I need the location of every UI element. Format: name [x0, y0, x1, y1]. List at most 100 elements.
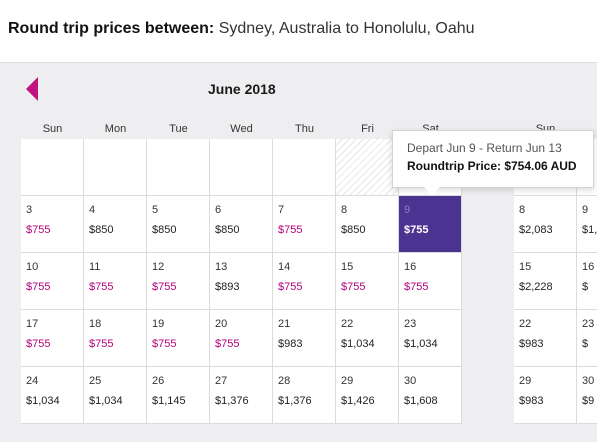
day-number: 23	[404, 318, 417, 330]
day-price: $983	[519, 395, 544, 407]
tooltip-tail	[424, 187, 440, 195]
empty-day-cell	[147, 139, 210, 196]
weekday-tue: Tue	[169, 123, 188, 135]
day-number: 19	[152, 318, 165, 330]
day-number: 17	[26, 318, 39, 330]
day-price: $755	[404, 281, 429, 293]
price-calendar: June 2018 3 $755 4 $850 5 $850 6 $850 7 $755 8 $850…	[0, 62, 597, 442]
day-price: $1,376	[215, 395, 249, 407]
day-number: 20	[215, 318, 228, 330]
day-number: 27	[215, 375, 228, 387]
day-cell[interactable]: 21 $983	[273, 310, 336, 367]
day-price: $755	[89, 338, 114, 350]
day-cell[interactable]: 15 $2,228	[514, 253, 577, 310]
day-price: $1,426	[341, 395, 375, 407]
day-number: 4	[89, 204, 96, 216]
day-cell[interactable]: 19 $755	[147, 310, 210, 367]
day-number: 22	[519, 318, 532, 330]
day-number: 16	[582, 261, 595, 273]
day-cell[interactable]: 5 $850	[147, 196, 210, 253]
day-number: 3	[26, 204, 33, 216]
empty-day-cell	[273, 139, 336, 196]
day-cell[interactable]: 9 $755	[399, 196, 462, 253]
day-cell[interactable]: 17 $755	[21, 310, 84, 367]
weekday-fri: Fri	[361, 123, 374, 135]
weekday-sun: Sun	[42, 123, 63, 135]
day-cell[interactable]: 20 $755	[210, 310, 273, 367]
day-cell[interactable]: 8 $2,083	[514, 196, 577, 253]
day-cell[interactable]: 3 $755	[21, 196, 84, 253]
empty-day-cell	[84, 139, 147, 196]
day-price: $1,034	[89, 395, 123, 407]
day-cell[interactable]: 16 $	[577, 253, 597, 310]
day-number: 29	[519, 375, 532, 387]
day-price: $755	[26, 281, 51, 293]
day-number: 15	[341, 261, 354, 273]
day-cell[interactable]: 12 $755	[147, 253, 210, 310]
weekday-thu: Thu	[295, 123, 314, 135]
day-price: $2,083	[519, 224, 553, 236]
day-price: $850	[341, 224, 366, 236]
empty-day-cell	[210, 139, 273, 196]
day-cell[interactable]: 15 $755	[336, 253, 399, 310]
day-cell[interactable]: 18 $755	[84, 310, 147, 367]
day-number: 26	[152, 375, 165, 387]
day-cell[interactable]: 29 $983	[514, 367, 577, 424]
day-price: $	[582, 338, 589, 350]
day-cell[interactable]: 7 $755	[273, 196, 336, 253]
day-cell[interactable]: 26 $1,145	[147, 367, 210, 424]
day-price: $1,034	[341, 338, 375, 350]
day-price: $893	[215, 281, 240, 293]
empty-day-cell	[21, 139, 84, 196]
day-number: 9	[404, 204, 411, 216]
day-number: 30	[404, 375, 417, 387]
day-price: $1,034	[404, 338, 438, 350]
day-cell[interactable]: 4 $850	[84, 196, 147, 253]
day-cell[interactable]: 24 $1,034	[21, 367, 84, 424]
day-cell[interactable]: 13 $893	[210, 253, 273, 310]
day-cell[interactable]: 27 $1,376	[210, 367, 273, 424]
day-cell[interactable]: 22 $1,034	[336, 310, 399, 367]
day-cell[interactable]: 25 $1,034	[84, 367, 147, 424]
day-price: $755	[26, 224, 51, 236]
day-price: $9	[582, 395, 595, 407]
day-number: 22	[341, 318, 354, 330]
day-cell[interactable]: 22 $983	[514, 310, 577, 367]
day-cell[interactable]: 14 $755	[273, 253, 336, 310]
day-number: 24	[26, 375, 39, 387]
day-cell[interactable]: 9 $1,	[577, 196, 597, 253]
day-number: 7	[278, 204, 285, 216]
empty-day-cell	[336, 139, 399, 196]
day-price: $755	[404, 224, 429, 236]
day-cell[interactable]: 16 $755	[399, 253, 462, 310]
day-cell[interactable]: 11 $755	[84, 253, 147, 310]
tooltip-dates: Depart Jun 9 - Return Jun 13	[407, 141, 562, 155]
day-price: $755	[278, 281, 303, 293]
day-number: 11	[89, 261, 101, 273]
month-title: June 2018	[208, 81, 276, 97]
day-number: 25	[89, 375, 102, 387]
day-cell[interactable]: 6 $850	[210, 196, 273, 253]
day-price: $755	[89, 281, 114, 293]
day-cell[interactable]: 23 $1,034	[399, 310, 462, 367]
day-cell[interactable]: 30 $1,608	[399, 367, 462, 424]
day-cell[interactable]: 29 $1,426	[336, 367, 399, 424]
day-number: 8	[519, 204, 526, 216]
day-number: 23	[582, 318, 595, 330]
page-header: Round trip prices between: Sydney, Austr…	[8, 20, 475, 40]
day-number: 30	[582, 375, 595, 387]
day-price: $1,376	[278, 395, 312, 407]
day-cell[interactable]: 8 $850	[336, 196, 399, 253]
prev-month-arrow-icon[interactable]	[26, 77, 38, 101]
day-number: 14	[278, 261, 291, 273]
day-cell[interactable]: 28 $1,376	[273, 367, 336, 424]
day-number: 5	[152, 204, 159, 216]
day-cell[interactable]: 23 $	[577, 310, 597, 367]
tooltip-price: Roundtrip Price: $754.06 AUD	[407, 159, 577, 173]
route-text: Sydney, Australia to Honolulu, Oahu	[214, 20, 475, 37]
day-cell[interactable]: 10 $755	[21, 253, 84, 310]
day-number: 15	[519, 261, 532, 273]
weekday-wed: Wed	[230, 123, 253, 135]
day-cell[interactable]: 30 $9	[577, 367, 597, 424]
day-number: 9	[582, 204, 589, 216]
